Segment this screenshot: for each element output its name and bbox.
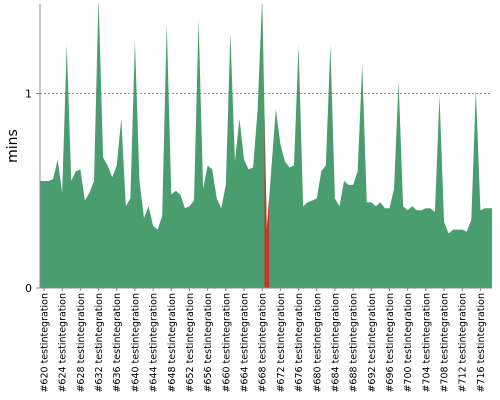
x-tick-label: #660 testintegration	[221, 293, 232, 393]
x-tick-label: #716 testintegration	[476, 293, 487, 393]
x-tick-label: #712 testintegration	[458, 293, 469, 393]
x-tick-label: #688 testintegration	[349, 293, 360, 393]
x-tick-label: #640 testintegration	[130, 293, 141, 393]
x-tick-label: #624 testintegration	[58, 293, 69, 393]
x-tick-label: #672 testintegration	[276, 293, 287, 393]
x-tick-label: #700 testintegration	[403, 293, 414, 393]
y-tick-label: 1	[25, 87, 32, 100]
plot-area	[40, 4, 492, 288]
area	[40, 4, 492, 288]
x-tick-label: #652 testintegration	[185, 293, 196, 393]
failed-build-area	[264, 112, 270, 288]
x-tick-label: #628 testintegration	[76, 293, 87, 393]
x-tick-label: #620 testintegration	[40, 293, 51, 393]
x-tick-label: #708 testintegration	[440, 293, 451, 393]
x-tick-label: #668 testintegration	[258, 293, 269, 393]
y-tick-label: 0	[25, 282, 32, 295]
x-tick-label: #664 testintegration	[240, 293, 251, 393]
x-tick-label: #704 testintegration	[421, 293, 432, 393]
x-tick-label: #696 testintegration	[385, 293, 396, 393]
x-tick-label: #648 testintegration	[167, 293, 178, 393]
x-tick-label: #684 testintegration	[330, 293, 341, 393]
x-tick-label: #644 testintegration	[149, 293, 160, 393]
x-tick-label: #692 testintegration	[367, 293, 378, 393]
x-tick-label: #656 testintegration	[203, 293, 214, 393]
x-tick-label: #636 testintegration	[112, 293, 123, 393]
y-axis-label: mins	[5, 129, 21, 163]
x-tick-label: #632 testintegration	[94, 293, 105, 393]
x-tick-label: #676 testintegration	[294, 293, 305, 393]
x-tick-label: #680 testintegration	[312, 293, 323, 393]
